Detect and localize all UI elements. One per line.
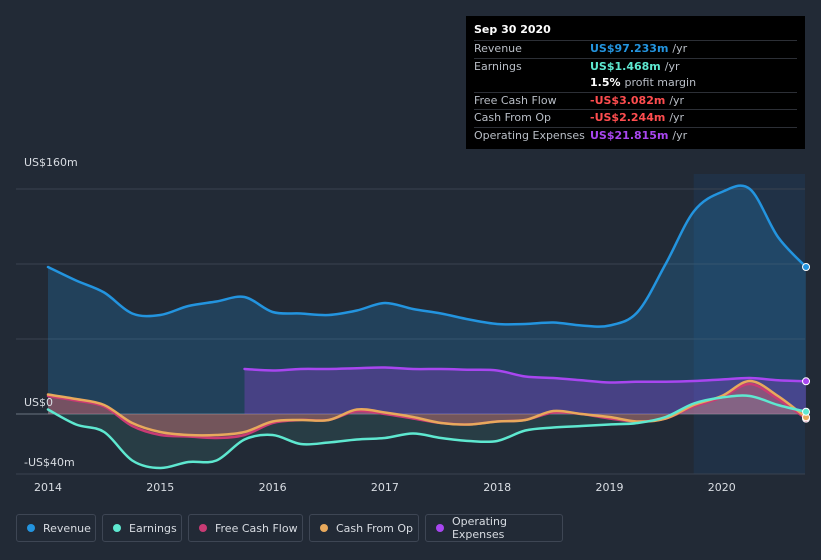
legend-dot-icon — [436, 524, 444, 532]
end-marker-earnings — [802, 407, 811, 416]
legend-label: Operating Expenses — [451, 515, 507, 541]
legend-item-earnings[interactable]: Earnings — [102, 514, 182, 542]
legend-label: Free Cash Flow — [215, 521, 298, 535]
tooltip-row-label: Cash From Op — [474, 111, 552, 125]
tooltip-rows: Revenue US$97.233m/yr Earnings US$1.468m/yr… — [474, 40, 797, 145]
legend-dot-icon — [113, 524, 121, 532]
y-label-top: US$160m — [24, 156, 78, 169]
area-free-cash-flow — [48, 383, 807, 439]
legend-dot-icon — [199, 524, 207, 532]
tooltip-row-value: -US$2.244m — [590, 111, 666, 125]
legend-label: Cash From Op — [336, 521, 414, 535]
tooltip-row-value: 1.5% — [590, 76, 621, 90]
x-axis: 2014 2015 2016 2017 2018 2019 2020 — [34, 481, 736, 494]
legend-item-free-cash-flow[interactable]: Free Cash Flow — [188, 514, 303, 542]
tooltip: Sep 30 2020 Revenue US$97.233m/yr Earnings… — [466, 16, 805, 149]
tooltip-row-value: US$97.233m — [590, 42, 669, 55]
tooltip-row-unit: /yr — [664, 59, 680, 73]
series-end-markers — [802, 263, 811, 423]
highlight-band — [693, 174, 805, 474]
legend-label: Earnings — [129, 521, 177, 535]
end-marker-revenue — [802, 263, 811, 271]
tooltip-row: Cash From Op -US$2.244m/yr — [474, 109, 797, 127]
tooltip-row-value: US$21.815m — [590, 128, 669, 142]
series-lines — [46, 184, 808, 470]
tooltip-row: Free Cash Flow -US$3.082m/yr — [474, 91, 797, 110]
legend-item-operating-expenses[interactable]: Operating Expenses — [425, 514, 563, 542]
x-tick-label: 2014 — [34, 481, 62, 494]
tooltip-row: Revenue US$97.233m/yr — [474, 40, 797, 58]
tooltip-row-unit: /yr — [669, 111, 685, 125]
line-earnings — [46, 394, 808, 470]
tooltip-row-unit: /yr — [672, 42, 688, 55]
y-label-bottom: -US$40m — [24, 456, 75, 469]
legend-dot-icon — [320, 524, 328, 532]
tooltip-row-value: US$1.468m — [590, 59, 661, 73]
x-tick-label: 2017 — [371, 481, 399, 494]
x-tick-label: 2016 — [259, 481, 287, 494]
legend-label: Revenue — [43, 521, 91, 535]
tooltip-row-label: Revenue — [474, 42, 522, 55]
series-areas — [48, 185, 807, 469]
gridlines — [16, 188, 805, 475]
tooltip-row-label: Free Cash Flow — [474, 93, 557, 107]
y-label-zero: US$0 — [24, 396, 53, 409]
area-cash-from-op — [48, 381, 807, 436]
tooltip-row-unit: profit margin — [624, 76, 697, 90]
x-tick-label: 2020 — [708, 481, 736, 494]
legend-dot-icon — [27, 524, 35, 532]
area-revenue — [48, 185, 807, 414]
x-tick-label: 2018 — [483, 481, 511, 494]
line-revenue — [46, 184, 808, 328]
end-marker-operating-expenses — [802, 377, 811, 386]
x-tick-label: 2019 — [596, 481, 624, 494]
legend-item-revenue[interactable]: Revenue — [16, 514, 96, 542]
tooltip-row-label — [474, 75, 590, 92]
area-operating-expenses — [244, 367, 807, 414]
area-earnings — [48, 395, 807, 469]
tooltip-row: Earnings US$1.468m/yr — [474, 57, 797, 76]
tooltip-row-label: Operating Expenses — [474, 128, 585, 142]
x-tick-label: 2015 — [146, 481, 174, 494]
tooltip-row: Operating Expenses US$21.815m/yr — [474, 126, 797, 145]
line-cash-from-op — [46, 379, 808, 437]
tooltip-date: Sep 30 2020 — [474, 23, 551, 36]
tooltip-row-value: -US$3.082m — [590, 93, 666, 107]
tooltip-row-unit: /yr — [672, 128, 688, 142]
tooltip-row-label: Earnings — [474, 59, 522, 73]
tooltip-row-unit: /yr — [669, 93, 685, 107]
tooltip-row: 1.5% profit margin — [474, 75, 797, 92]
legend-item-cash-from-op[interactable]: Cash From Op — [309, 514, 419, 542]
line-operating-expenses — [243, 366, 808, 384]
